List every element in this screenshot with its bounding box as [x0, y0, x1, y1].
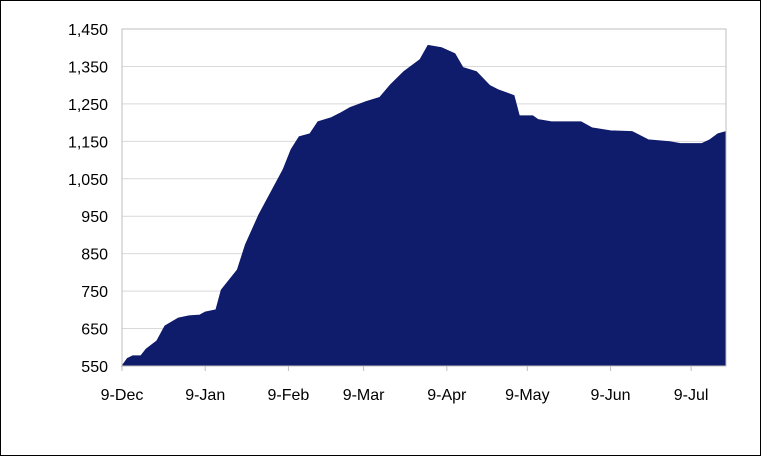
x-tick-label: 9-Jan [185, 387, 225, 404]
y-tick-label: 1,350 [68, 59, 108, 76]
x-tick-label: 9-Apr [427, 387, 467, 404]
y-tick-label: 550 [81, 359, 108, 376]
x-tick-label: 9-Jun [591, 387, 631, 404]
x-tick-label: 9-May [505, 387, 549, 404]
y-tick-label: 1,050 [68, 172, 108, 189]
y-tick-label: 950 [81, 209, 108, 226]
x-tick-label: 9-Dec [101, 387, 144, 404]
x-tick-label: 9-Jul [674, 387, 709, 404]
area [121, 44, 727, 367]
y-tick-label: 1,150 [68, 134, 108, 151]
plot-frame [121, 28, 727, 367]
y-tick-label: 1,450 [68, 22, 108, 39]
x-tick-label: 9-Feb [268, 387, 310, 404]
y-tick-label: 1,250 [68, 97, 108, 114]
y-tick-label: 850 [81, 247, 108, 264]
y-tick-label: 750 [81, 284, 108, 301]
x-tick-label: 9-Mar [343, 387, 385, 404]
y-tick-label: 650 [81, 322, 108, 339]
